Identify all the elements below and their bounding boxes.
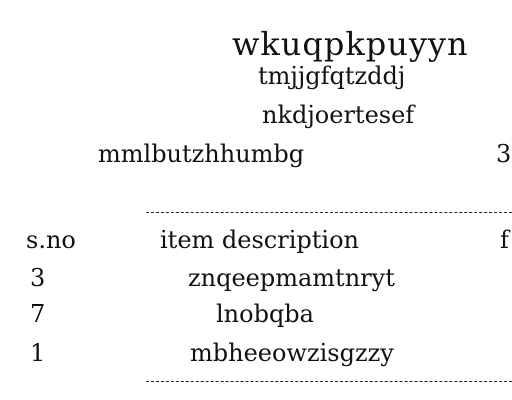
table-divider-bottom — [146, 381, 512, 382]
row-description: lnobqba — [216, 300, 314, 328]
row-description: znqeepmamtnryt — [188, 264, 395, 292]
header-line-3: mmlbutzhhumbg — [98, 140, 305, 168]
column-header-item-description: item description — [160, 226, 359, 254]
row-description: mbheeowzisgzzy — [190, 339, 394, 367]
column-header-truncated: f — [500, 226, 509, 254]
table-divider-top — [146, 212, 512, 213]
row-number: 1 — [30, 339, 46, 367]
row-number: 7 — [30, 300, 46, 328]
column-header-sno: s.no — [26, 226, 76, 254]
row-number: 3 — [30, 264, 46, 292]
header-line-2: nkdjoertesef — [262, 101, 415, 129]
document-title: wkuqpkpuyyn — [232, 25, 469, 63]
header-line-3-right-value: 3 — [496, 140, 512, 168]
header-line-1: tmjjgfqtzddj — [258, 62, 406, 90]
